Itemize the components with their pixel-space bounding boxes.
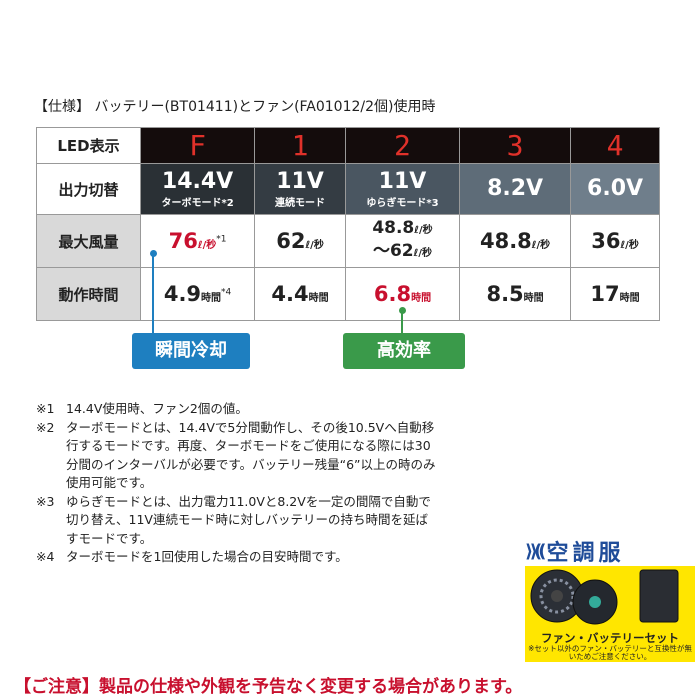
airflow-cell: 62ℓ/秒	[254, 214, 346, 268]
compat-warning: ※セット以外のファン・バッテリーと互換性が無いためご注意ください。	[528, 644, 692, 661]
note-key: ※2	[36, 419, 55, 435]
footnote: ※1 14.4V使用時、ファン2個の値。	[36, 400, 436, 419]
value: 6.8	[373, 282, 412, 306]
voltage: 11V	[378, 168, 427, 194]
output-cell: 11V 連続モード	[254, 163, 346, 215]
brand-name: 空調服	[546, 541, 625, 566]
mode: ゆらぎモード	[366, 197, 427, 209]
value: 36	[591, 229, 621, 253]
unit: ℓ/秒	[531, 240, 551, 251]
brand-logo: ⟫(( 空調服	[525, 536, 695, 567]
airflow-cell: 48.8ℓ/秒 〜62ℓ/秒	[344, 214, 461, 268]
voltage: 14.4V	[161, 168, 234, 194]
mode: 連続モード	[275, 197, 326, 209]
value: 〜62	[372, 241, 414, 261]
airflow-row: 最大風量 76ℓ/秒*1 62ℓ/秒 48.8ℓ/秒 〜62ℓ/秒 48.8ℓ/秒…	[36, 214, 660, 268]
connector-line	[152, 254, 154, 336]
row-label-airflow: 最大風量	[36, 214, 141, 268]
unit: 時間	[308, 293, 329, 304]
runtime-cell: 4.4時間	[254, 267, 346, 321]
output-cell: 6.0V	[570, 163, 660, 215]
output-row: 出力切替 14.4V ターボモード*2 11V 連続モード 11V ゆらぎモード*3 …	[36, 163, 660, 215]
caution-banner: 【ご注意】製品の仕様や外観を予告なく変更する場合があります。	[14, 677, 523, 697]
product-promo: ⟫(( 空調服 ファン・バッテリーセット ※セット以外のファン・バッテリーと互換…	[525, 536, 695, 664]
voltage: 11V	[276, 168, 324, 194]
footnote: ※2 ターボモードとは、14.4Vで5分間動作し、その後10.5Vへ自動移行するモ…	[36, 419, 436, 493]
voltage: 6.0V	[587, 176, 644, 201]
note-key: ※4	[36, 549, 55, 564]
note-text: ターボモードとは、14.4Vで5分間動作し、その後10.5Vへ自動移行するモード…	[66, 419, 436, 491]
airflow-cell: 76ℓ/秒*1	[139, 214, 256, 268]
unit: ℓ/秒	[620, 240, 639, 251]
mode: ターボモード	[161, 197, 222, 209]
value: 4.9	[163, 282, 202, 306]
value: 17	[590, 282, 620, 306]
runtime-cell: 4.9時間*4	[139, 267, 256, 321]
note-ref: *1	[216, 234, 227, 245]
row-label-runtime: 動作時間	[36, 267, 141, 321]
value: 76	[168, 229, 198, 253]
runtime-row: 動作時間 4.9時間*4 4.4時間 6.8時間 8.5時間 17時間	[36, 267, 660, 321]
connector-dot	[399, 307, 406, 314]
unit: ℓ/秒	[305, 240, 324, 251]
led-3: 3	[459, 127, 572, 164]
unit: 時間	[523, 293, 544, 304]
row-label-led: LED表示	[36, 127, 141, 164]
unit: 時間	[619, 293, 640, 304]
note-key: ※3	[36, 493, 55, 509]
runtime-cell: 8.5時間	[459, 267, 572, 321]
runtime-cell: 17時間	[570, 267, 660, 321]
led-f: F	[139, 127, 256, 164]
note-ref: *4	[221, 287, 232, 298]
airflow-cell: 48.8ℓ/秒	[459, 214, 572, 268]
unit: ℓ/秒	[197, 240, 217, 251]
connector-line	[401, 311, 403, 336]
value: 8.5	[486, 282, 524, 306]
footnotes: ※1 14.4V使用時、ファン2個の値。 ※2 ターボモードとは、14.4Vで5分間…	[36, 400, 436, 567]
output-cell: 14.4V ターボモード*2	[139, 163, 256, 215]
note-ref: *3	[426, 197, 439, 209]
voltage: 8.2V	[487, 176, 544, 201]
led-4: 4	[570, 127, 660, 164]
note-text: ターボモードを1回使用した場合の目安時間です。	[66, 549, 348, 564]
unit: 時間	[201, 293, 222, 304]
spec-title: 【仕様】 バッテリー(BT01411)とファン(FA01012/2個)使用時	[34, 99, 436, 115]
unit: ℓ/秒	[414, 225, 433, 236]
value: 48.8	[372, 218, 415, 238]
spec-table: LED表示 F 1 2 3 4 出力切替 14.4V ターボモード*2 11V 連続…	[36, 127, 660, 321]
led-row: LED表示 F 1 2 3 4	[36, 127, 660, 164]
value: 62	[276, 229, 306, 253]
value: 4.4	[271, 282, 309, 306]
led-1: 1	[254, 127, 346, 164]
footnote: ※4 ターボモードを1回使用した場合の目安時間です。	[36, 548, 436, 567]
fan-battery-image-icon	[530, 569, 679, 625]
airflow-cell: 36ℓ/秒	[570, 214, 660, 268]
dc-logo-icon: ⟫((	[525, 540, 547, 562]
note-ref: *2	[221, 197, 234, 209]
note-text: 14.4V使用時、ファン2個の値。	[66, 401, 248, 416]
note-key: ※1	[36, 401, 55, 416]
product-image-box: ファン・バッテリーセット ※セット以外のファン・バッテリーと互換性が無いためご注…	[525, 566, 695, 662]
cooling-badge: 瞬間冷却	[132, 333, 250, 369]
value: 48.8	[479, 229, 532, 253]
note-text: ゆらぎモードとは、出力電力11.0Vと8.2Vを一定の間隔で自動で切り替え、11…	[66, 493, 431, 546]
output-cell: 8.2V	[459, 163, 572, 215]
footnote: ※3 ゆらぎモードとは、出力電力11.0Vと8.2Vを一定の間隔で自動で切り替え、…	[36, 493, 436, 549]
set-label: ファン・バッテリーセット	[541, 631, 679, 645]
connector-dot	[150, 250, 157, 257]
led-2: 2	[344, 127, 461, 164]
efficiency-badge: 高効率	[343, 333, 465, 369]
unit: ℓ/秒	[413, 248, 432, 259]
unit: 時間	[411, 293, 432, 304]
row-label-output: 出力切替	[36, 163, 141, 215]
output-cell: 11V ゆらぎモード*3	[344, 163, 461, 215]
